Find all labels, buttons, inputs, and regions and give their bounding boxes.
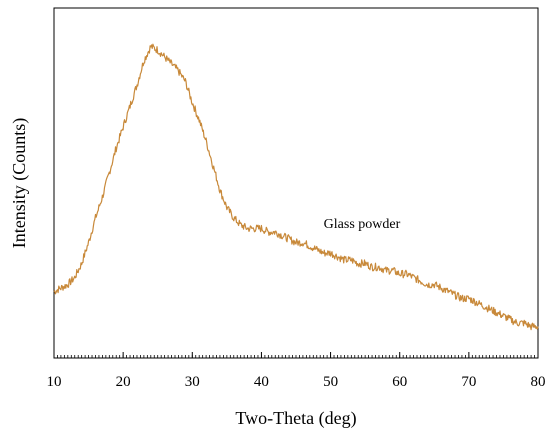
x-tick-labels: 10 20 30 40 50 60 70 80	[47, 374, 546, 390]
x-tick-label: 80	[531, 374, 546, 390]
x-tick-label: 60	[392, 374, 407, 390]
plot-frame	[53, 7, 539, 359]
annotation-glass-powder: Glass powder	[324, 217, 401, 232]
x-tick-label: 70	[461, 374, 476, 390]
x-minor-ticks	[53, 355, 539, 358]
x-tick-label: 50	[323, 374, 338, 390]
series-line-glass-powder	[53, 43, 539, 331]
x-tick-label: 30	[185, 374, 200, 390]
x-tick-label: 40	[254, 374, 269, 390]
plot-area-border	[53, 7, 539, 359]
x-tick-label: 20	[116, 374, 131, 390]
x-major-ticks	[53, 352, 539, 358]
x-axis-label: Two-Theta (deg)	[235, 408, 356, 429]
x-tick-label: 10	[47, 374, 62, 390]
y-axis-label: Intensity (Counts)	[9, 118, 30, 249]
